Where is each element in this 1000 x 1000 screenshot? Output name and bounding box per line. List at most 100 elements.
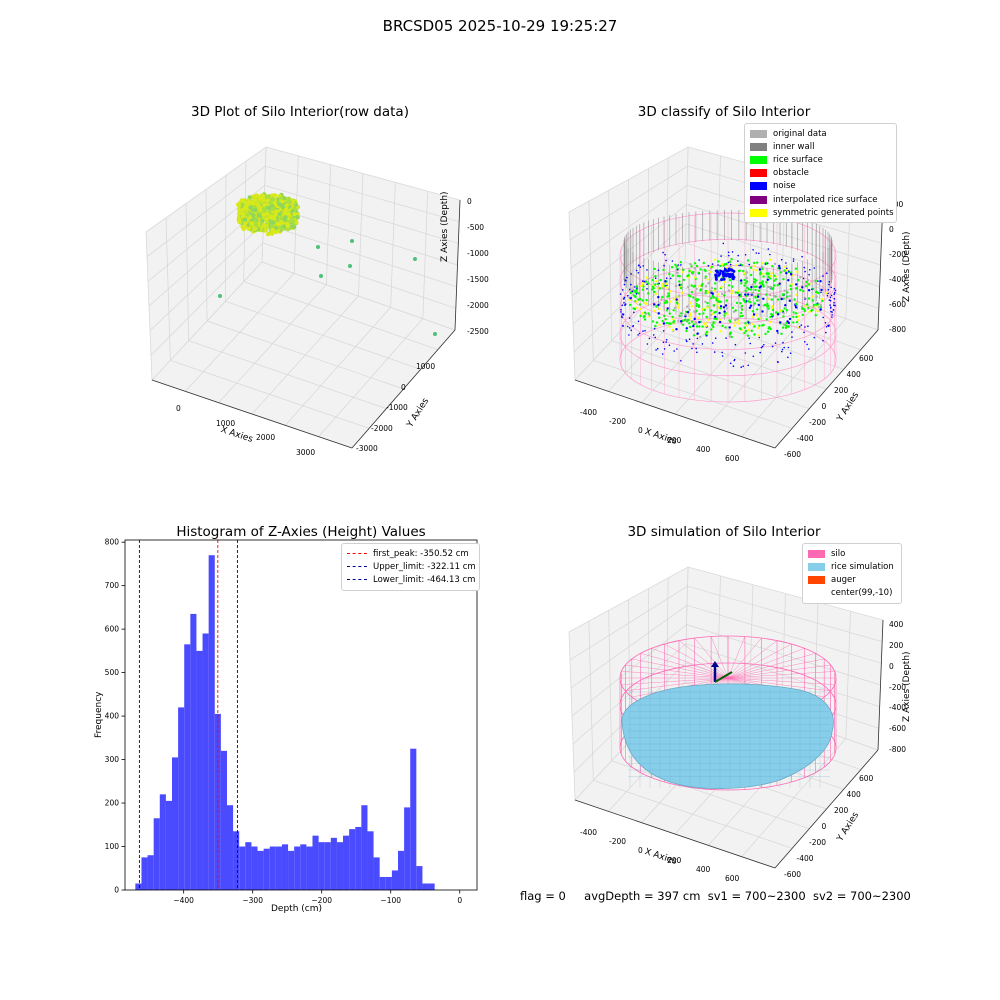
classified-point — [743, 326, 746, 329]
noise-point — [758, 252, 760, 255]
noise-point — [752, 355, 755, 358]
rice-point — [256, 203, 261, 209]
classified-point — [675, 298, 678, 301]
classified-point — [710, 328, 713, 331]
classified-point — [647, 292, 650, 295]
tick-label: -800 — [889, 745, 907, 754]
classified-point — [756, 308, 759, 311]
panel4-title: 3D simulation of Silo Interior — [627, 524, 821, 540]
classified-point — [673, 306, 677, 310]
classified-point — [705, 324, 708, 327]
classified-point — [718, 320, 722, 324]
noise-point — [830, 307, 832, 309]
noise-point — [769, 253, 771, 256]
classified-point — [635, 285, 639, 288]
classified-point — [753, 285, 756, 288]
classified-point — [705, 330, 708, 334]
classified-point — [742, 272, 746, 275]
classified-point — [723, 294, 726, 297]
classified-point — [656, 287, 659, 290]
classified-point — [684, 313, 687, 316]
classified-point — [787, 279, 790, 282]
classified-point — [701, 325, 704, 328]
rice-point — [279, 203, 284, 208]
noise-point — [633, 311, 635, 314]
classified-point — [819, 308, 822, 311]
noise-point — [621, 316, 623, 319]
classified-point — [750, 285, 753, 289]
rice-point — [279, 216, 284, 221]
tick-label: 0 — [638, 846, 643, 856]
classified-point — [758, 268, 762, 271]
noise-point — [831, 316, 833, 318]
classified-point — [685, 329, 688, 333]
classified-point — [799, 288, 802, 292]
noise-point — [642, 265, 644, 267]
noise-point — [717, 264, 719, 266]
classified-point — [695, 298, 698, 301]
histogram-bar — [233, 831, 240, 890]
classified-point — [698, 321, 701, 324]
noise-point — [804, 326, 806, 328]
classified-point — [682, 268, 685, 271]
classified-point — [716, 302, 719, 306]
classified-point — [692, 334, 696, 337]
histogram-bar — [330, 837, 337, 890]
classified-point — [680, 322, 683, 325]
classified-point — [718, 300, 722, 304]
classified-point — [803, 309, 806, 313]
classified-point — [707, 282, 710, 285]
classified-point — [745, 276, 748, 280]
noise-point — [834, 289, 837, 292]
classified-point — [703, 322, 706, 326]
classified-point — [661, 295, 664, 299]
classified-point — [740, 308, 744, 311]
classified-point — [767, 275, 770, 279]
legend-label: center(99,-10) — [831, 588, 893, 599]
noise-point — [635, 293, 638, 295]
noise-point — [713, 351, 716, 353]
noise-point — [827, 288, 830, 291]
classified-point — [729, 265, 732, 268]
legend-swatch — [808, 562, 825, 571]
noise-point — [644, 329, 646, 332]
classified-point — [650, 288, 654, 291]
noise-point — [825, 326, 828, 328]
noise-point — [830, 294, 833, 297]
classified-point — [676, 306, 680, 309]
noise-point — [738, 264, 740, 267]
noise-point — [748, 337, 750, 340]
rice-point — [262, 223, 267, 229]
classified-point — [679, 286, 683, 290]
noise-point — [727, 261, 730, 264]
status-line: flag = 0 avgDepth = 397 cm sv1 = 700~230… — [520, 889, 911, 903]
classified-point — [744, 289, 747, 293]
classified-point — [699, 268, 702, 271]
noise-point — [665, 277, 668, 280]
classified-point — [742, 269, 745, 273]
classified-point — [792, 321, 795, 324]
classified-point — [774, 278, 778, 281]
legend-label: Lower_limit: -464.13 cm — [373, 574, 476, 585]
histogram-bar — [294, 846, 301, 890]
classified-point — [659, 278, 662, 282]
histogram-bar — [367, 831, 374, 890]
noise-point — [833, 301, 835, 304]
noise-point — [777, 332, 779, 334]
rice-point — [252, 207, 258, 213]
rice-point — [284, 221, 289, 227]
noise-point — [623, 296, 626, 299]
classified-point — [768, 320, 772, 324]
classified-point — [768, 293, 772, 297]
classified-point — [688, 317, 691, 320]
classified-point — [688, 325, 692, 329]
noise-point — [637, 264, 640, 267]
classified-point — [769, 327, 772, 331]
noise-point — [781, 348, 784, 351]
classified-point — [788, 294, 792, 298]
auger-arrow — [714, 671, 733, 683]
histogram-bar — [202, 633, 209, 890]
noise-point — [714, 337, 717, 340]
classified-point — [638, 303, 642, 306]
legend-entry: rice surface — [750, 153, 891, 166]
